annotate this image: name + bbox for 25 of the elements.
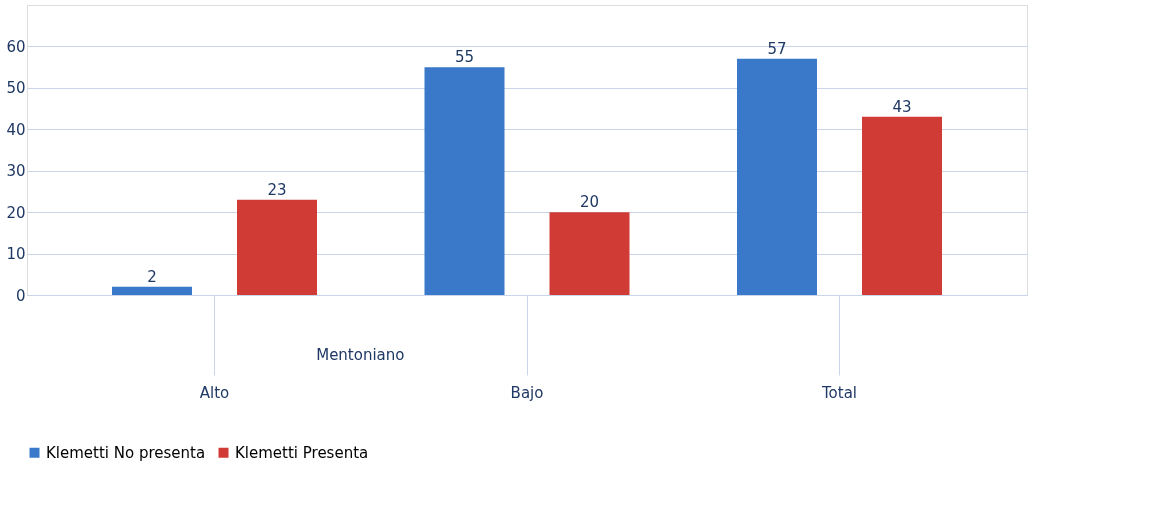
legend-label: Klemetti Presenta [235,443,369,462]
x-tick-label: Alto [199,383,230,402]
y-tick-label: 60 [6,37,26,56]
x-tick-label: Total [820,383,858,402]
data-label: 55 [454,48,475,67]
data-label: 20 [579,193,600,212]
y-tick-label: 50 [6,79,26,98]
bar [549,212,630,295]
y-tick-label: 30 [6,162,26,181]
bar [237,199,317,295]
data-label: 23 [267,180,287,199]
bar [737,58,817,295]
x-tick-label: Bajo [510,383,544,402]
bar [862,116,942,295]
y-tick-label: 40 [6,120,26,139]
y-tick-label: 20 [6,203,26,222]
data-label: 43 [892,97,912,116]
y-tick-label: 0 [15,286,26,305]
bar [112,286,192,295]
y-tick-label: 10 [6,245,26,264]
legend-label: Klemetti No presenta [46,443,206,462]
data-label: 57 [767,39,787,58]
bar [424,67,505,295]
data-label: 2 [147,267,157,286]
text: Mentoniano [316,346,405,364]
